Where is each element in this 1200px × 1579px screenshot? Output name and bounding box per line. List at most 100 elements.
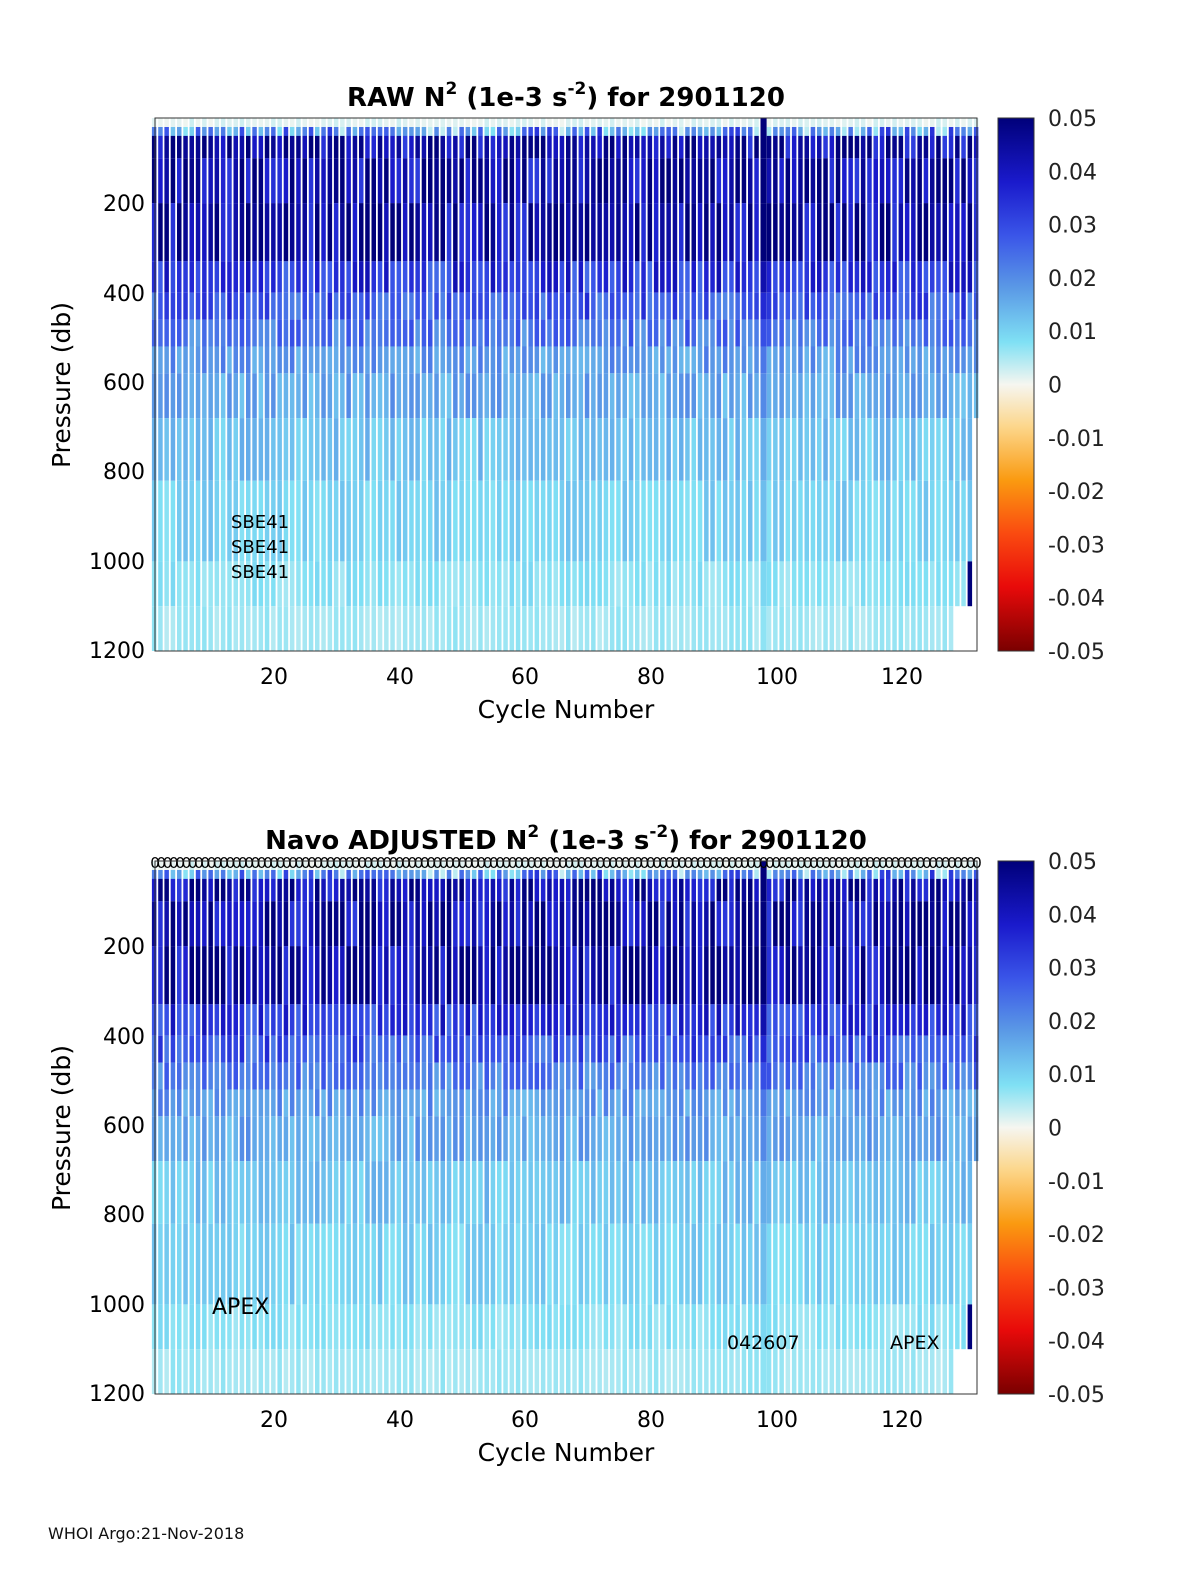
heatmap-cell bbox=[478, 158, 483, 204]
heatmap-cell bbox=[214, 373, 220, 419]
heatmap-cell bbox=[635, 561, 640, 607]
heatmap-cell bbox=[283, 1304, 289, 1350]
heatmap-cell bbox=[785, 946, 791, 1005]
heatmap-cell bbox=[936, 901, 941, 947]
heatmap-cell bbox=[773, 861, 778, 870]
heatmap-cell bbox=[879, 861, 885, 870]
heatmap-cell bbox=[553, 203, 558, 262]
heatmap-cell bbox=[177, 127, 182, 136]
heatmap-cell bbox=[748, 319, 753, 347]
heatmap-cell bbox=[760, 878, 767, 902]
heatmap-cell bbox=[904, 561, 910, 607]
heatmap-cell bbox=[522, 480, 527, 562]
heatmap-cell bbox=[540, 346, 546, 374]
x-axis-label: Cycle Number bbox=[478, 695, 655, 724]
heatmap-cell bbox=[917, 1004, 922, 1036]
heatmap-cell bbox=[296, 1004, 301, 1036]
heatmap-cell bbox=[936, 292, 941, 320]
heatmap-cell bbox=[823, 946, 828, 1005]
heatmap-cell bbox=[352, 127, 358, 136]
heatmap-cell bbox=[603, 878, 609, 902]
qc-marker: 0 bbox=[715, 854, 725, 872]
heatmap-cell bbox=[628, 1349, 634, 1394]
heatmap-cell bbox=[258, 606, 264, 651]
heatmap-cell bbox=[722, 878, 728, 902]
heatmap-cell bbox=[177, 292, 182, 320]
heatmap-cell bbox=[409, 878, 414, 902]
heatmap-cell bbox=[390, 261, 395, 293]
heatmap-cell bbox=[804, 346, 809, 374]
heatmap-cell bbox=[465, 561, 471, 607]
heatmap-cell bbox=[534, 418, 540, 481]
heatmap-cell bbox=[371, 480, 376, 562]
heatmap-cell bbox=[277, 861, 282, 870]
heatmap-cell bbox=[465, 870, 471, 879]
heatmap-cell bbox=[503, 261, 508, 293]
heatmap-cell bbox=[904, 1035, 910, 1063]
y-axis-label: Pressure (db) bbox=[47, 1045, 76, 1211]
heatmap-cell bbox=[540, 1116, 546, 1162]
heatmap-cell bbox=[258, 1116, 264, 1162]
heatmap-cell bbox=[283, 261, 289, 293]
heatmap-cell bbox=[760, 1161, 767, 1224]
heatmap-cell bbox=[597, 319, 602, 347]
heatmap-cell bbox=[384, 1116, 389, 1162]
heatmap-cell bbox=[384, 135, 389, 159]
heatmap-cell bbox=[886, 418, 891, 481]
heatmap-cell bbox=[428, 561, 433, 607]
y-tick-label: 800 bbox=[103, 1203, 145, 1228]
heatmap-cell bbox=[478, 901, 483, 947]
qc-marker: 0 bbox=[916, 854, 926, 872]
heatmap-cell bbox=[490, 946, 496, 1005]
heatmap-cell bbox=[384, 203, 389, 262]
heatmap-cell bbox=[490, 135, 496, 159]
heatmap-cell bbox=[183, 1161, 188, 1224]
heatmap-cell bbox=[886, 870, 891, 879]
heatmap-cell bbox=[421, 861, 427, 870]
heatmap-cell bbox=[540, 127, 546, 136]
heatmap-cell bbox=[597, 1161, 602, 1224]
heatmap-cell bbox=[446, 1223, 452, 1305]
heatmap-cell bbox=[936, 1004, 941, 1036]
title-main: RAW N bbox=[347, 83, 445, 113]
heatmap-cell bbox=[478, 1089, 483, 1117]
heatmap-cell bbox=[691, 870, 696, 879]
heatmap-cell bbox=[823, 203, 828, 262]
heatmap-cell bbox=[283, 158, 289, 204]
qc-marker: 0 bbox=[822, 854, 832, 872]
heatmap-cell bbox=[685, 1161, 690, 1224]
heatmap-cell bbox=[735, 203, 740, 262]
heatmap-cell bbox=[697, 158, 703, 204]
heatmap-cell bbox=[578, 1004, 584, 1036]
heatmap-cell bbox=[835, 1349, 841, 1394]
heatmap-cell bbox=[773, 480, 778, 562]
heatmap-cell bbox=[785, 261, 791, 293]
heatmap-cell bbox=[158, 261, 163, 293]
heatmap-cell bbox=[584, 861, 590, 870]
heatmap-cell bbox=[384, 118, 389, 127]
heatmap-cell bbox=[547, 118, 552, 127]
heatmap-cell bbox=[409, 561, 414, 607]
heatmap-cell bbox=[867, 261, 872, 293]
heatmap-cell bbox=[547, 261, 552, 293]
heatmap-cell bbox=[359, 946, 364, 1005]
heatmap-cell bbox=[384, 1223, 389, 1305]
heatmap-cell bbox=[490, 1223, 496, 1305]
heatmap-cell bbox=[616, 135, 621, 159]
heatmap-cell bbox=[352, 203, 358, 262]
heatmap-cell bbox=[955, 1004, 960, 1036]
heatmap-cell bbox=[760, 319, 767, 347]
heatmap-cell bbox=[490, 319, 496, 347]
qc-marker: 0 bbox=[859, 854, 869, 872]
heatmap-cell bbox=[421, 1035, 427, 1063]
heatmap-cell bbox=[333, 135, 339, 159]
heatmap-cell bbox=[440, 346, 445, 374]
heatmap-cell bbox=[559, 1161, 565, 1224]
heatmap-cell bbox=[258, 901, 264, 947]
heatmap-cell bbox=[741, 1062, 747, 1090]
heatmap-cell bbox=[622, 1062, 627, 1090]
heatmap-cell bbox=[465, 1089, 471, 1117]
heatmap-cell bbox=[804, 118, 809, 127]
heatmap-cell bbox=[183, 158, 188, 204]
heatmap-cell bbox=[415, 480, 420, 562]
